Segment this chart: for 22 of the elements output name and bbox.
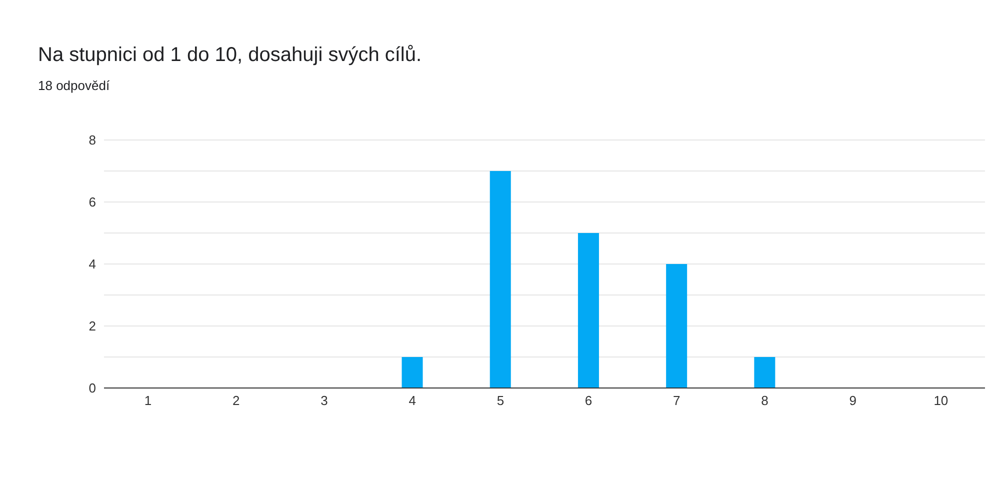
- chart-title: Na stupnici od 1 do 10, dosahuji svých cílů.: [38, 44, 422, 67]
- y-tick-label: 0: [88, 380, 96, 396]
- bar: [754, 357, 776, 388]
- x-tick-label: 8: [761, 393, 768, 408]
- bar: [578, 233, 599, 388]
- x-tick-label: 7: [673, 393, 680, 408]
- y-tick-label: 2: [88, 318, 96, 334]
- x-tick-label: 3: [320, 393, 328, 408]
- y-tick-label: 6: [88, 194, 96, 210]
- x-tick-label: 10: [934, 393, 948, 408]
- y-tick-label: 4: [88, 256, 96, 272]
- x-tick-label: 2: [232, 393, 240, 408]
- x-tick-label: 1: [144, 393, 152, 408]
- bar: [666, 264, 688, 388]
- x-tick-label: 4: [408, 393, 416, 408]
- bar: [402, 357, 423, 388]
- x-tick-label: 9: [849, 393, 856, 408]
- bar: [490, 171, 511, 388]
- y-tick-label: 8: [88, 132, 96, 148]
- x-tick-label: 6: [584, 393, 592, 408]
- x-tick-label: 5: [496, 393, 504, 408]
- chart-subtitle: 18 odpovědí: [38, 78, 110, 93]
